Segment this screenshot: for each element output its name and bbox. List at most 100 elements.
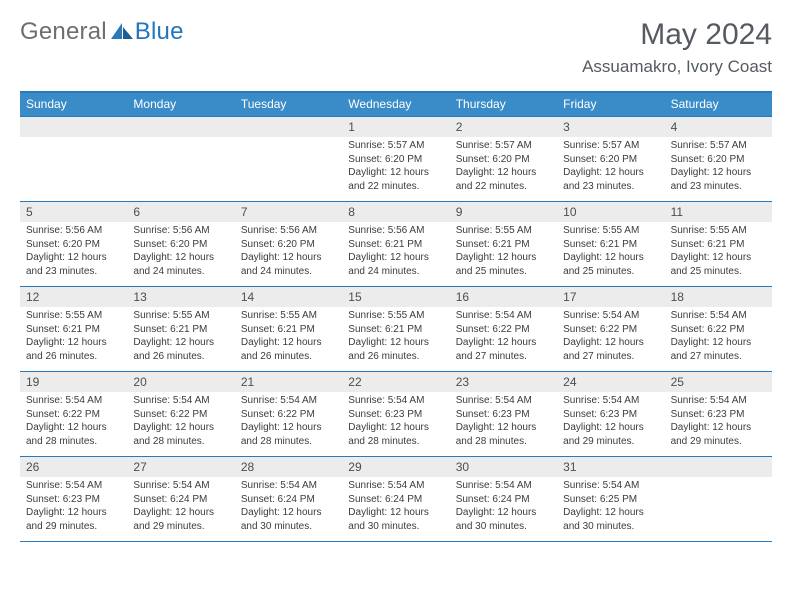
day-number: 25 (665, 372, 772, 392)
sunset-line: Sunset: 6:22 PM (241, 408, 336, 422)
sunset-line: Sunset: 6:23 PM (671, 408, 766, 422)
sunrise-line: Sunrise: 5:55 AM (563, 224, 658, 238)
brand-logo: General Blue (20, 18, 184, 46)
daylight-line: Daylight: 12 hours and 30 minutes. (563, 506, 658, 533)
day-number: 14 (235, 287, 342, 307)
day-detail: Sunrise: 5:54 AMSunset: 6:24 PMDaylight:… (235, 477, 342, 541)
daylight-line: Daylight: 12 hours and 30 minutes. (348, 506, 443, 533)
day-number: 12 (20, 287, 127, 307)
day-detail: Sunrise: 5:55 AMSunset: 6:21 PMDaylight:… (127, 307, 234, 371)
daylight-line: Daylight: 12 hours and 29 minutes. (671, 421, 766, 448)
sunrise-line: Sunrise: 5:56 AM (241, 224, 336, 238)
day-number (127, 117, 234, 137)
day-number (20, 117, 127, 137)
daylight-line: Daylight: 12 hours and 25 minutes. (563, 251, 658, 278)
day-number: 19 (20, 372, 127, 392)
logo-sail-icon (111, 23, 133, 41)
day-detail-row: Sunrise: 5:54 AMSunset: 6:22 PMDaylight:… (20, 392, 772, 456)
sunrise-line: Sunrise: 5:54 AM (241, 479, 336, 493)
daylight-line: Daylight: 12 hours and 25 minutes. (671, 251, 766, 278)
sunset-line: Sunset: 6:20 PM (456, 153, 551, 167)
sunset-line: Sunset: 6:21 PM (348, 238, 443, 252)
daylight-line: Daylight: 12 hours and 27 minutes. (671, 336, 766, 363)
weekday-header: Sunday (20, 93, 127, 116)
day-detail: Sunrise: 5:54 AMSunset: 6:22 PMDaylight:… (235, 392, 342, 456)
daylight-line: Daylight: 12 hours and 22 minutes. (456, 166, 551, 193)
sunset-line: Sunset: 6:25 PM (563, 493, 658, 507)
logo-word-2: Blue (135, 18, 184, 46)
day-number: 5 (20, 202, 127, 222)
daylight-line: Daylight: 12 hours and 23 minutes. (563, 166, 658, 193)
sunrise-line: Sunrise: 5:55 AM (241, 309, 336, 323)
sunset-line: Sunset: 6:23 PM (348, 408, 443, 422)
sunrise-line: Sunrise: 5:57 AM (563, 139, 658, 153)
sunrise-line: Sunrise: 5:54 AM (456, 394, 551, 408)
day-detail-row: Sunrise: 5:54 AMSunset: 6:23 PMDaylight:… (20, 477, 772, 541)
day-detail: Sunrise: 5:56 AMSunset: 6:20 PMDaylight:… (127, 222, 234, 286)
day-number-row: 262728293031 (20, 457, 772, 477)
sunset-line: Sunset: 6:22 PM (671, 323, 766, 337)
day-detail: Sunrise: 5:55 AMSunset: 6:21 PMDaylight:… (342, 307, 449, 371)
day-number: 16 (450, 287, 557, 307)
day-detail: Sunrise: 5:54 AMSunset: 6:23 PMDaylight:… (20, 477, 127, 541)
sunrise-line: Sunrise: 5:54 AM (563, 309, 658, 323)
daylight-line: Daylight: 12 hours and 30 minutes. (456, 506, 551, 533)
sunset-line: Sunset: 6:23 PM (456, 408, 551, 422)
sunrise-line: Sunrise: 5:54 AM (133, 479, 228, 493)
daylight-line: Daylight: 12 hours and 24 minutes. (241, 251, 336, 278)
sunrise-line: Sunrise: 5:57 AM (671, 139, 766, 153)
daylight-line: Daylight: 12 hours and 25 minutes. (456, 251, 551, 278)
day-detail: Sunrise: 5:55 AMSunset: 6:21 PMDaylight:… (235, 307, 342, 371)
sunrise-line: Sunrise: 5:54 AM (26, 479, 121, 493)
sunset-line: Sunset: 6:21 PM (456, 238, 551, 252)
sunrise-line: Sunrise: 5:54 AM (348, 479, 443, 493)
day-detail-row: Sunrise: 5:56 AMSunset: 6:20 PMDaylight:… (20, 222, 772, 286)
day-number-row: 567891011 (20, 202, 772, 222)
day-detail: Sunrise: 5:55 AMSunset: 6:21 PMDaylight:… (20, 307, 127, 371)
sunrise-line: Sunrise: 5:55 AM (26, 309, 121, 323)
day-detail: Sunrise: 5:57 AMSunset: 6:20 PMDaylight:… (450, 137, 557, 201)
sunset-line: Sunset: 6:20 PM (563, 153, 658, 167)
logo-word-1: General (20, 18, 107, 46)
day-number: 28 (235, 457, 342, 477)
day-detail: Sunrise: 5:54 AMSunset: 6:23 PMDaylight:… (557, 392, 664, 456)
day-detail: Sunrise: 5:54 AMSunset: 6:22 PMDaylight:… (127, 392, 234, 456)
daylight-line: Daylight: 12 hours and 28 minutes. (133, 421, 228, 448)
location-label: Assuamakro, Ivory Coast (582, 57, 772, 77)
day-detail: Sunrise: 5:54 AMSunset: 6:22 PMDaylight:… (450, 307, 557, 371)
daylight-line: Daylight: 12 hours and 26 minutes. (26, 336, 121, 363)
day-number: 21 (235, 372, 342, 392)
day-detail (665, 477, 772, 541)
daylight-line: Daylight: 12 hours and 23 minutes. (26, 251, 121, 278)
day-detail (235, 137, 342, 201)
day-detail: Sunrise: 5:57 AMSunset: 6:20 PMDaylight:… (557, 137, 664, 201)
daylight-line: Daylight: 12 hours and 28 minutes. (26, 421, 121, 448)
sunset-line: Sunset: 6:21 PM (348, 323, 443, 337)
weekday-header: Tuesday (235, 93, 342, 116)
day-number (235, 117, 342, 137)
day-detail: Sunrise: 5:54 AMSunset: 6:22 PMDaylight:… (20, 392, 127, 456)
day-detail: Sunrise: 5:57 AMSunset: 6:20 PMDaylight:… (665, 137, 772, 201)
day-number: 27 (127, 457, 234, 477)
sunrise-line: Sunrise: 5:55 AM (133, 309, 228, 323)
daylight-line: Daylight: 12 hours and 30 minutes. (241, 506, 336, 533)
calendar-week: 19202122232425Sunrise: 5:54 AMSunset: 6:… (20, 371, 772, 456)
day-number: 23 (450, 372, 557, 392)
day-detail (20, 137, 127, 201)
day-detail: Sunrise: 5:54 AMSunset: 6:23 PMDaylight:… (342, 392, 449, 456)
day-detail: Sunrise: 5:54 AMSunset: 6:24 PMDaylight:… (127, 477, 234, 541)
daylight-line: Daylight: 12 hours and 28 minutes. (456, 421, 551, 448)
day-detail: Sunrise: 5:54 AMSunset: 6:23 PMDaylight:… (450, 392, 557, 456)
sunrise-line: Sunrise: 5:56 AM (348, 224, 443, 238)
daylight-line: Daylight: 12 hours and 28 minutes. (241, 421, 336, 448)
day-number: 17 (557, 287, 664, 307)
weekday-header-row: Sunday Monday Tuesday Wednesday Thursday… (20, 93, 772, 116)
calendar-week: 567891011Sunrise: 5:56 AMSunset: 6:20 PM… (20, 201, 772, 286)
day-number: 6 (127, 202, 234, 222)
daylight-line: Daylight: 12 hours and 27 minutes. (456, 336, 551, 363)
sunset-line: Sunset: 6:22 PM (456, 323, 551, 337)
day-number: 29 (342, 457, 449, 477)
day-detail: Sunrise: 5:54 AMSunset: 6:23 PMDaylight:… (665, 392, 772, 456)
sunset-line: Sunset: 6:21 PM (26, 323, 121, 337)
sunset-line: Sunset: 6:21 PM (241, 323, 336, 337)
